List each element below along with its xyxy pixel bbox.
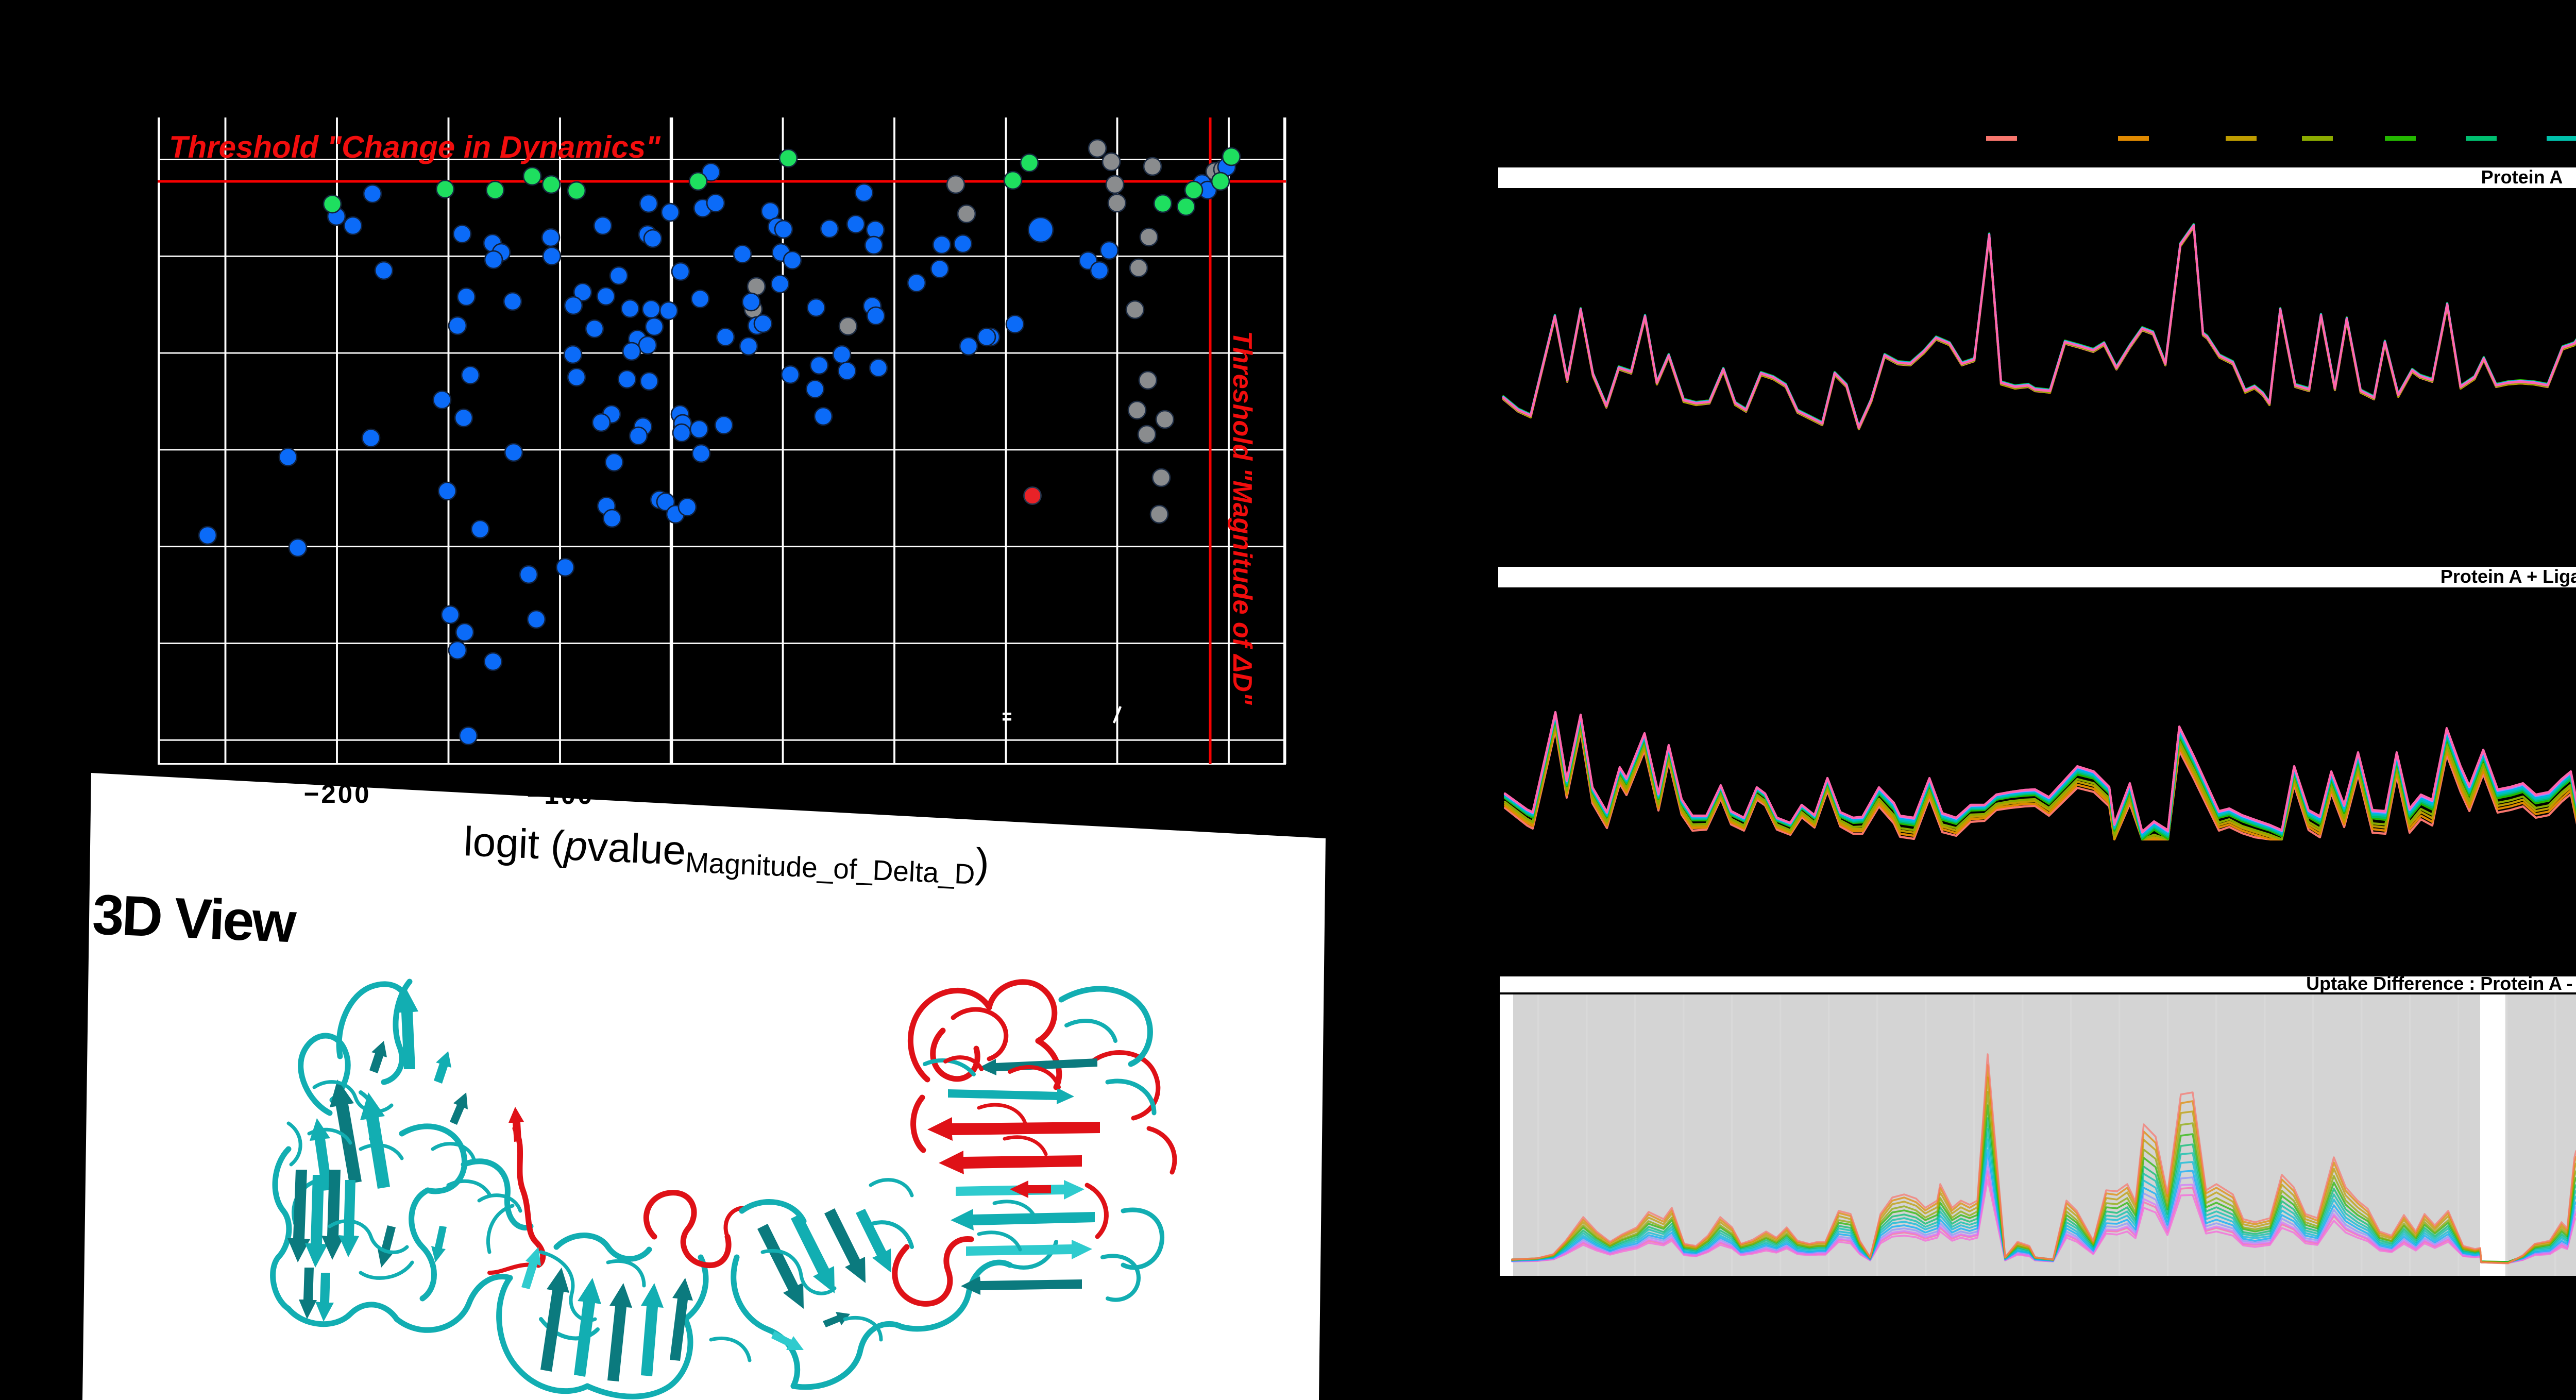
svg-text:3D View: 3D View bbox=[91, 883, 298, 954]
svg-text:−200: −200 bbox=[304, 779, 371, 808]
svg-text:−100: −100 bbox=[527, 780, 595, 809]
svg-text:Protein A: Protein A bbox=[2481, 166, 2563, 188]
svg-text:Uptake Difference : Protein A: Uptake Difference : Protein A - (Protein… bbox=[2306, 973, 2576, 994]
svg-text:Threshold "Magnitude of ΔD": Threshold "Magnitude of ΔD" bbox=[1227, 331, 1257, 705]
svg-text:Threshold "Change in Dynamics": Threshold "Change in Dynamics" bbox=[169, 130, 661, 164]
svg-text:Protein A + Ligand: Protein A + Ligand bbox=[2441, 566, 2576, 587]
